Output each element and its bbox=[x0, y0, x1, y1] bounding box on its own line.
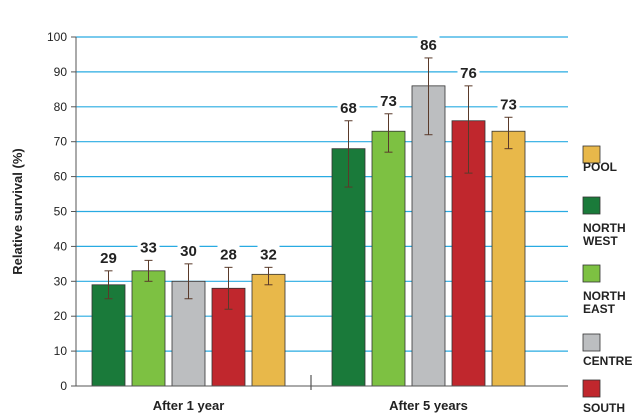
data-label-bg bbox=[417, 35, 440, 53]
data-label-bg bbox=[337, 98, 360, 116]
x-category-label: After 5 years bbox=[389, 398, 468, 413]
y-tick-label: 0 bbox=[60, 379, 67, 393]
data-label-bg bbox=[217, 245, 240, 263]
data-label: 73 bbox=[500, 96, 517, 113]
data-label-bg bbox=[497, 95, 520, 113]
data-label: 33 bbox=[140, 239, 157, 256]
data-labels: 29 33 30 28 32 68 73 86 76 73 bbox=[97, 35, 520, 267]
y-tick-label: 50 bbox=[54, 205, 68, 219]
bars bbox=[91, 85, 526, 387]
data-label: 28 bbox=[220, 246, 237, 263]
data-label: 86 bbox=[420, 37, 437, 54]
y-tick-label: 60 bbox=[54, 170, 68, 184]
bar bbox=[251, 273, 286, 387]
legend-swatch bbox=[582, 379, 601, 398]
data-label: 68 bbox=[340, 100, 357, 117]
y-tick-label: 100 bbox=[47, 30, 67, 44]
data-label-bg bbox=[97, 248, 120, 266]
data-label-bg bbox=[137, 238, 160, 256]
legend-label: POOL bbox=[583, 160, 617, 174]
y-axis: 0 10 20 30 40 50 60 70 80 90 100 bbox=[47, 30, 77, 393]
legend-label: CENTRE bbox=[583, 354, 632, 368]
legend-swatch bbox=[582, 196, 601, 215]
data-label-bg bbox=[257, 245, 280, 263]
data-label-bg bbox=[377, 91, 400, 109]
y-axis-label: Relative survival (%) bbox=[10, 148, 25, 274]
data-label-bg bbox=[177, 241, 200, 259]
data-label-bg bbox=[457, 63, 480, 81]
data-label: 76 bbox=[460, 65, 477, 82]
y-tick-label: 30 bbox=[54, 274, 68, 288]
legend-label: SOUTH bbox=[583, 401, 625, 415]
x-axis: After 1 year After 5 years bbox=[76, 375, 568, 413]
legend-swatch bbox=[582, 333, 601, 352]
bar bbox=[491, 130, 526, 387]
data-label: 73 bbox=[380, 93, 397, 110]
y-tick-label: 80 bbox=[54, 100, 68, 114]
data-label: 32 bbox=[260, 246, 277, 263]
legend-label: NORTH bbox=[583, 289, 626, 303]
bar bbox=[331, 148, 366, 387]
bar bbox=[91, 284, 126, 387]
data-label: 30 bbox=[180, 243, 197, 260]
y-tick-label: 70 bbox=[54, 135, 68, 149]
legend-swatch bbox=[582, 264, 601, 283]
y-tick-label: 10 bbox=[54, 344, 68, 358]
y-tick-label: 90 bbox=[54, 65, 68, 79]
legend-swatch bbox=[582, 145, 601, 164]
legend-label: WEST bbox=[583, 234, 618, 248]
legend-label: EAST bbox=[583, 302, 616, 316]
x-category-label: After 1 year bbox=[153, 398, 225, 413]
legend-label: NORTH bbox=[583, 221, 626, 235]
error-bars bbox=[104, 57, 513, 310]
data-label: 29 bbox=[100, 250, 117, 267]
bar bbox=[131, 270, 166, 387]
y-tick-label: 40 bbox=[54, 239, 68, 253]
bar bbox=[371, 130, 406, 387]
y-tick-label: 20 bbox=[54, 309, 68, 323]
